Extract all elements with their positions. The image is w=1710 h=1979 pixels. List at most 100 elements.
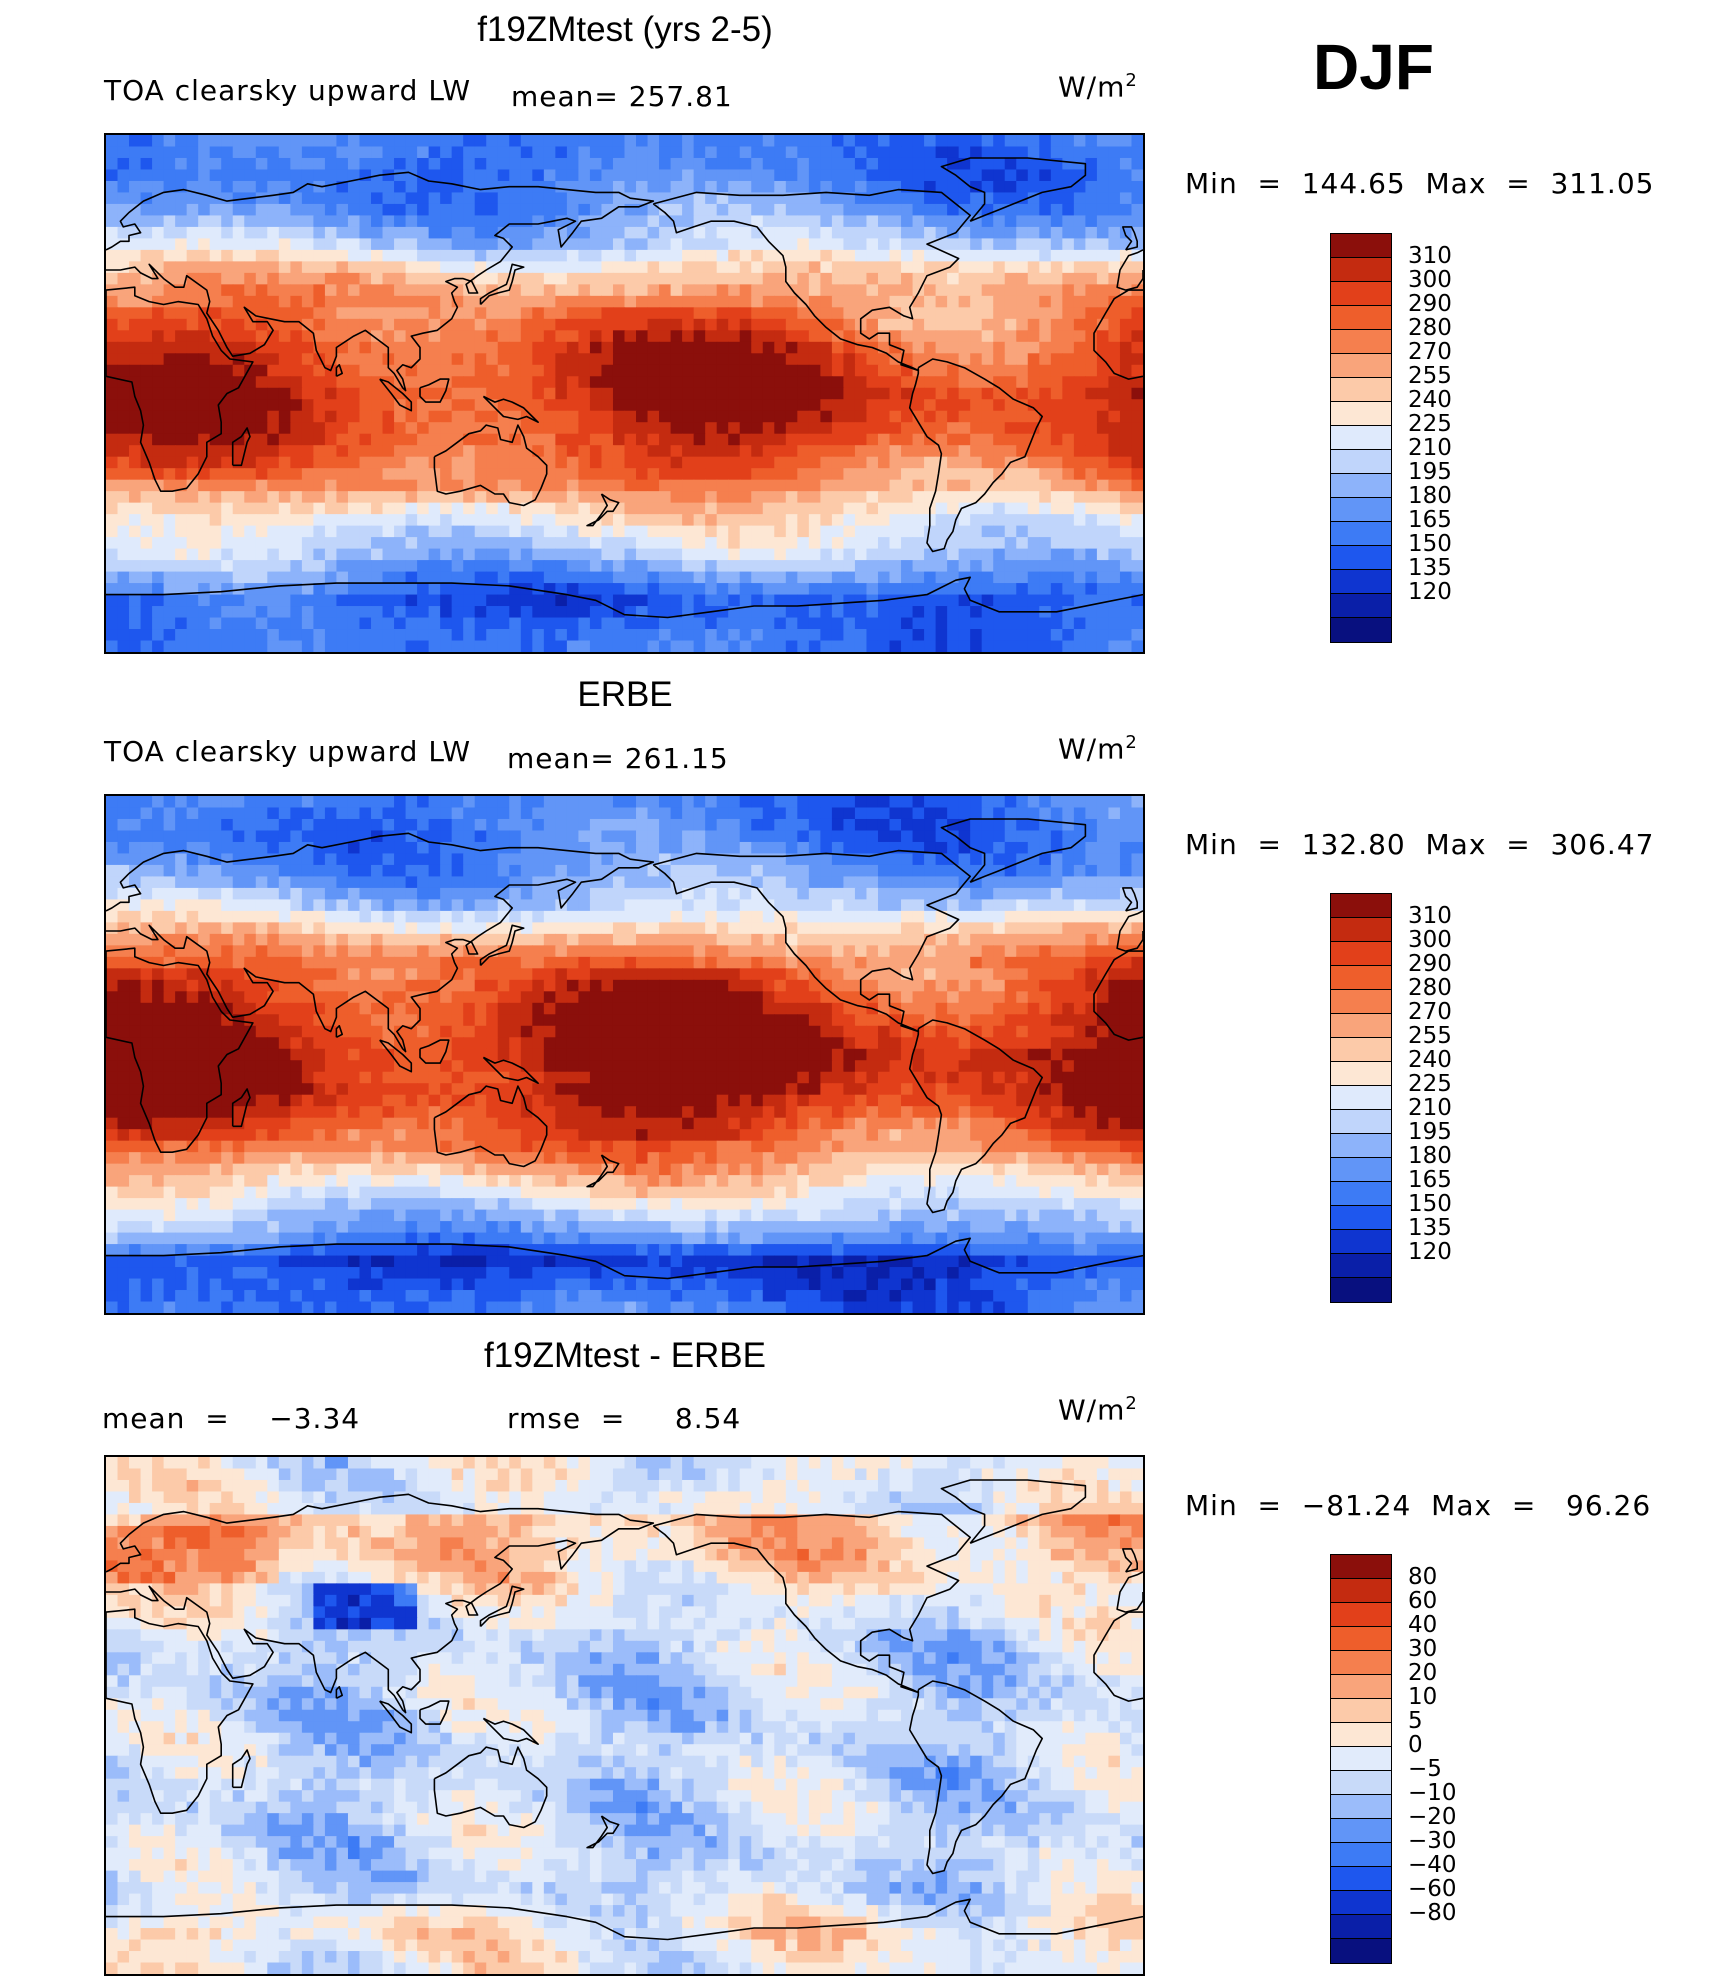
field-cell xyxy=(1004,514,1017,527)
field-cell xyxy=(1027,456,1040,469)
field-cell xyxy=(186,876,199,889)
field-cell xyxy=(1131,135,1143,148)
field-cell xyxy=(935,640,948,652)
field-cell xyxy=(958,376,971,389)
field-cell xyxy=(970,203,983,217)
field-cell xyxy=(601,249,614,262)
field-cell xyxy=(463,617,476,630)
field-cell xyxy=(1131,876,1143,889)
field-cell xyxy=(428,330,441,343)
field-cell xyxy=(129,318,142,331)
field-cell xyxy=(106,146,119,159)
field-cell xyxy=(993,807,1006,820)
field-cell xyxy=(636,479,649,492)
field-cell xyxy=(970,226,983,239)
field-cell xyxy=(866,640,879,652)
field-cell xyxy=(1119,146,1133,159)
field-cell xyxy=(1062,318,1075,331)
field-cell xyxy=(186,295,199,308)
field-cell xyxy=(267,376,280,389)
field-cell xyxy=(1039,387,1052,400)
field-cell xyxy=(981,307,994,320)
field-cell xyxy=(543,318,556,331)
field-cell xyxy=(313,594,326,607)
field-cell xyxy=(405,629,418,642)
field-cell xyxy=(866,203,879,217)
field-cell xyxy=(935,295,948,308)
field-cell xyxy=(347,422,361,435)
field-cell xyxy=(1027,468,1040,481)
field-cell xyxy=(659,514,672,527)
field-cell xyxy=(290,146,303,159)
field-cell xyxy=(451,887,464,900)
field-cell xyxy=(1050,876,1063,889)
field-cell xyxy=(1062,514,1075,527)
field-cell xyxy=(636,157,649,171)
field-cell xyxy=(1016,571,1029,584)
field-cell xyxy=(140,629,153,642)
field-cell xyxy=(751,261,764,274)
field-cell xyxy=(866,238,879,251)
field-cell xyxy=(1039,514,1052,527)
field-cell xyxy=(1016,376,1029,389)
field-cell xyxy=(762,479,775,492)
field-cell xyxy=(152,169,165,182)
field-cell xyxy=(163,284,176,297)
field-cell xyxy=(1050,376,1063,389)
field-cell xyxy=(1039,853,1052,866)
field-cell xyxy=(428,548,441,561)
field-cell xyxy=(186,899,199,912)
field-cell xyxy=(566,853,580,866)
field-cell xyxy=(659,468,672,481)
field-cell xyxy=(1119,617,1133,630)
field-cell xyxy=(774,341,787,354)
field-cell xyxy=(221,180,234,194)
panel-1-units: W/m2 xyxy=(1058,70,1138,104)
field-cell xyxy=(232,422,245,435)
field-cell xyxy=(785,479,798,492)
field-cell xyxy=(1039,456,1052,469)
field-cell xyxy=(336,376,349,389)
field-cell xyxy=(371,146,384,159)
field-cell xyxy=(359,399,372,412)
field-cell xyxy=(1050,364,1063,377)
field-cell xyxy=(820,629,833,642)
field-cell xyxy=(428,807,441,820)
field-cell xyxy=(739,433,752,446)
field-cell xyxy=(889,830,902,843)
field-cell xyxy=(520,330,533,343)
field-cell xyxy=(186,180,199,194)
field-cell xyxy=(532,295,545,308)
field-cell xyxy=(1016,272,1029,285)
field-cell xyxy=(751,468,764,481)
field-cell xyxy=(1119,192,1133,205)
field-cell xyxy=(451,864,464,878)
field-cell xyxy=(1119,479,1133,492)
field-cell xyxy=(106,899,119,912)
field-cell xyxy=(659,203,672,217)
field-cell xyxy=(509,192,522,205)
panel-1-map-svg xyxy=(106,135,1143,652)
field-cell xyxy=(244,146,257,159)
field-cell xyxy=(624,796,637,809)
field-cell xyxy=(831,583,845,596)
field-cell xyxy=(647,468,660,481)
field-cell xyxy=(106,594,119,607)
field-cell xyxy=(924,307,937,320)
field-cell xyxy=(1108,818,1121,832)
field-cell xyxy=(440,514,453,527)
field-cell xyxy=(359,479,372,492)
field-cell xyxy=(624,307,637,320)
field-cell xyxy=(877,606,891,619)
field-cell xyxy=(278,514,291,527)
field-cell xyxy=(682,640,695,652)
field-cell xyxy=(866,433,879,446)
field-cell xyxy=(347,376,361,389)
field-cell xyxy=(371,864,384,878)
field-cell xyxy=(152,548,165,561)
field-cell xyxy=(463,537,476,550)
field-cell xyxy=(440,353,453,366)
field-cell xyxy=(624,399,637,412)
field-cell xyxy=(843,571,856,584)
field-cell xyxy=(140,226,153,239)
